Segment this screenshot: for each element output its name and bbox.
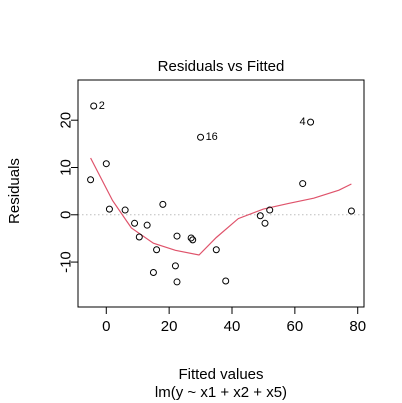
- residual-point: [105, 205, 113, 213]
- x-tick-label: 20: [161, 318, 178, 335]
- residual-point: [197, 133, 205, 141]
- residual-point: [261, 219, 269, 227]
- residual-point: [266, 206, 274, 214]
- x-axis-label: Fitted values: [178, 366, 263, 383]
- residual-point: [187, 234, 195, 242]
- residual-point: [299, 180, 307, 188]
- smooth-trend-line: [90, 157, 352, 256]
- residual-point: [149, 268, 157, 276]
- x-tick-label: 40: [224, 318, 241, 335]
- residual-point: [212, 246, 220, 254]
- x-tick-label: 80: [349, 318, 366, 335]
- residual-point: [189, 236, 197, 244]
- residual-point: [121, 206, 129, 214]
- residual-point: [307, 118, 315, 126]
- point-id-label: 4: [299, 116, 305, 128]
- x-tick-label: 60: [287, 318, 304, 335]
- residual-point: [256, 212, 264, 220]
- residual-point: [102, 160, 110, 168]
- y-axis-label: Residuals: [6, 158, 23, 224]
- residual-point: [153, 246, 161, 254]
- y-tick-label: 0: [58, 211, 75, 219]
- residual-point: [135, 233, 143, 241]
- x-tick-label: 0: [102, 318, 110, 335]
- chart-title: Residuals vs Fitted: [158, 58, 285, 75]
- y-tick-label: 10: [58, 159, 75, 176]
- residual-point: [173, 232, 181, 240]
- residual-point: [173, 278, 181, 286]
- residual-point: [159, 200, 167, 208]
- model-formula-subtitle: lm(y ~ x1 + x2 + x5): [155, 384, 287, 401]
- residual-point: [171, 262, 179, 270]
- residual-point: [222, 277, 230, 285]
- point-id-label: 16: [206, 131, 218, 143]
- y-tick-label: -10: [58, 251, 75, 273]
- residual-point: [131, 219, 139, 227]
- point-id-label: 2: [99, 100, 105, 112]
- plot-frame: [77, 79, 365, 308]
- residual-point: [90, 102, 98, 110]
- residual-point: [143, 221, 151, 229]
- y-tick-label: 20: [58, 112, 75, 129]
- residual-point: [347, 207, 355, 215]
- residual-point: [87, 176, 95, 184]
